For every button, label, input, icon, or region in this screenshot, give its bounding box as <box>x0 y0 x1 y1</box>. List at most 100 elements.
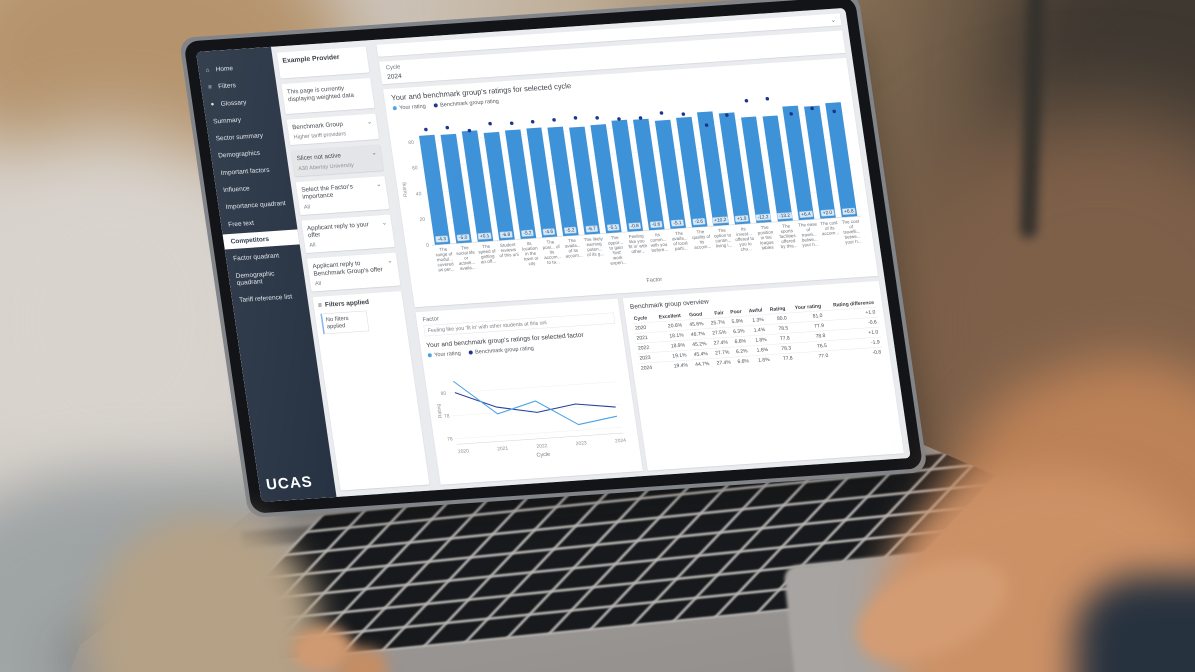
table-cell: 2024 <box>638 361 661 374</box>
sidebar-item-demographic-quadrant[interactable]: Demographic quadrant <box>228 264 306 291</box>
reply-benchmark-offer-value: All <box>314 280 322 287</box>
provider-card: Example Provider <box>276 46 370 79</box>
line-chart: 76 78 80 2020 2021 2022 2023 2024 Cycle Rating <box>436 380 627 459</box>
difference-label: -0.6 <box>649 220 663 229</box>
table-cell: 44.7% <box>689 358 713 370</box>
legend-label: Benchmark group rating <box>439 98 500 109</box>
benchmark-dot <box>552 118 557 122</box>
benchmark-dot <box>530 119 535 124</box>
benchmark-dot <box>659 111 664 116</box>
reply-benchmark-offer-dropdown[interactable]: Applicant reply to Benchmark Group's off… <box>306 252 401 292</box>
chevron-down-icon[interactable] <box>387 257 394 272</box>
svg-text:2020: 2020 <box>458 448 470 455</box>
difference-label: +6.8 <box>841 207 857 216</box>
difference-label: -5.0 <box>456 233 470 242</box>
sidebar-item-label: Competitors <box>230 234 270 246</box>
legend-item: Benchmark group rating <box>433 98 499 108</box>
table-cell: 6.6% <box>732 355 752 367</box>
sidebar-item-label: Important factors <box>220 165 270 177</box>
y-tick-label: 0 <box>425 242 430 249</box>
difference-label: -6.7 <box>585 225 599 233</box>
filters-icon <box>318 301 323 309</box>
difference-label: -5.2 <box>563 226 577 234</box>
home-icon: ⌂ <box>205 66 210 74</box>
sidebar-item-label: Filters <box>217 81 237 90</box>
filters-icon: ≡ <box>207 83 213 91</box>
ucas-logo: UCAS <box>264 473 314 494</box>
chevron-down-icon[interactable] <box>371 150 377 158</box>
sidebar-item-label: Free text <box>227 218 255 228</box>
reply-your-offer-value: All <box>308 241 316 249</box>
your-rating-dot-icon <box>392 106 398 111</box>
y-tick-label: 80 <box>407 139 415 146</box>
sidebar-item-label: Glossary <box>220 97 247 108</box>
importance-label: Select the Factor's importance <box>300 182 354 201</box>
sidebar-item-label: Summary <box>212 115 242 125</box>
svg-text:78: 78 <box>444 413 451 419</box>
importance-dropdown[interactable]: Select the Factor's importance All <box>295 175 390 215</box>
sidebar-item-label: Factor quadrant <box>232 251 280 263</box>
slicer-label: Slicer not active <box>296 151 342 162</box>
svg-text:76: 76 <box>447 436 454 442</box>
benchmark-table: Cycle Excellent Good Fair Poor Awful Rating You… <box>631 298 884 374</box>
benchmark-dot <box>423 127 428 132</box>
difference-label: -5.1 <box>670 219 685 227</box>
chevron-down-icon[interactable] <box>381 219 388 234</box>
benchmark-dot <box>724 113 729 117</box>
svg-text:2024: 2024 <box>615 437 627 444</box>
chevron-down-icon[interactable] <box>376 181 383 196</box>
difference-label: -4.3 <box>435 235 449 243</box>
benchmark-dot <box>681 111 686 116</box>
y-tick-label: 20 <box>419 216 426 223</box>
line-chart-card: Factor Feeling like you 'fit in' with ot… <box>415 298 643 485</box>
slicer-dropdown[interactable]: Slicer not active A30 Abertay University <box>291 144 384 177</box>
reply-your-offer-label: Applicant reply to your offer <box>306 220 370 239</box>
sidebar-item-tariff-reference-list[interactable]: Tariff reference list <box>231 288 308 308</box>
svg-text:2021: 2021 <box>497 445 509 452</box>
difference-label: -13.2 <box>776 212 793 220</box>
legend-item: Your rating <box>427 350 461 358</box>
svg-text:80: 80 <box>440 391 447 397</box>
reply-your-offer-dropdown[interactable]: Applicant reply to your offer All <box>301 214 395 254</box>
svg-text:Cycle: Cycle <box>536 452 550 459</box>
user-clothing <box>1075 575 1195 672</box>
table-cell: 77.0 <box>793 350 831 363</box>
difference-label: -2.6 <box>692 217 706 226</box>
chevron-down-icon[interactable] <box>830 17 836 23</box>
y-tick-label: 60 <box>411 165 419 172</box>
difference-label: -6.8 <box>499 231 513 239</box>
y-tick-label: 40 <box>415 191 422 198</box>
benchmark-group-label: Benchmark Group <box>291 120 344 131</box>
benchmark-dot-icon <box>433 103 438 108</box>
importance-value: All <box>303 203 311 211</box>
table-cell: 1.8% <box>750 354 773 366</box>
legend-label: Your rating <box>398 103 427 111</box>
benchmark-dot-icon <box>468 350 473 355</box>
chevron-down-icon[interactable] <box>367 118 373 126</box>
sidebar-item-label: Importance quadrant <box>225 199 287 211</box>
benchmark-dot <box>487 121 492 126</box>
reply-benchmark-offer-label: Applicant reply to Benchmark Group's off… <box>311 259 384 278</box>
table-cell: 77.8 <box>770 352 796 365</box>
sidebar-item-label: Demographic quadrant <box>235 269 275 287</box>
benchmark-dot <box>744 98 749 103</box>
benchmark-group-dropdown[interactable]: Benchmark Group Higher tariff providers <box>286 113 380 146</box>
table-cell: 27.4% <box>710 356 734 369</box>
bar-plot: 0 20 40 60 80 -4.3 -5.0 +0.1 -6.8 -5.2 -4.6 -5.2 -6… <box>408 86 861 249</box>
svg-text:2022: 2022 <box>536 443 548 450</box>
difference-label: -0.8 <box>628 222 642 230</box>
benchmark-dot <box>595 116 600 120</box>
main-area: Cycle 2024 Your and benchmark group's ra… <box>370 8 911 490</box>
legend-item: Your rating <box>392 103 426 111</box>
sidebar-item-label: Tariff reference list <box>238 292 293 304</box>
dashboard-ui: ⌂ Home ≡ Filters ● Glossary Summary Sector summ… <box>196 7 911 503</box>
laptop-screen: ⌂ Home ≡ Filters ● Glossary Summary Sector summ… <box>196 7 911 503</box>
difference-label: -4.6 <box>542 228 556 236</box>
difference-label: -5.1 <box>606 223 620 232</box>
sidebar-item-label: Sector summary <box>215 131 264 143</box>
benchmark-group-value: Higher tariff providers <box>293 130 347 141</box>
svg-text:Rating: Rating <box>436 403 444 418</box>
filters-applied-value: No filters applied <box>320 310 370 335</box>
bottom-row: Factor Feeling like you 'fit in' with ot… <box>415 280 904 485</box>
